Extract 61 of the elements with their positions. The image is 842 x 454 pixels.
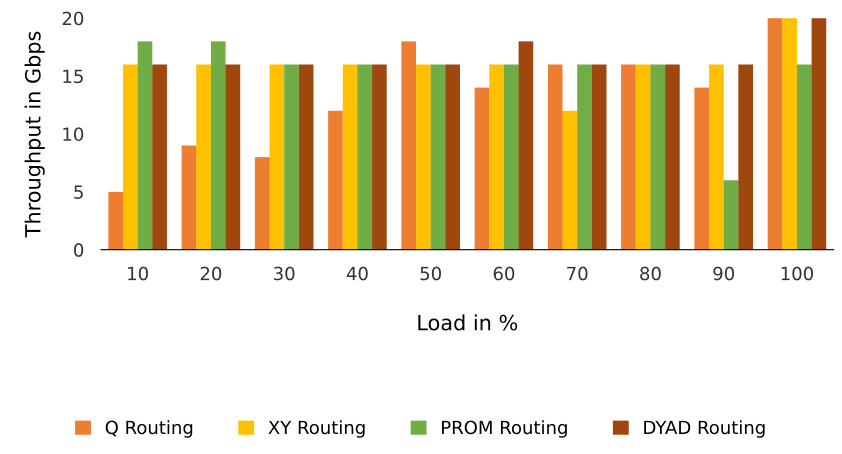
bar bbox=[270, 64, 284, 250]
bar bbox=[577, 64, 592, 250]
bar bbox=[738, 64, 753, 250]
bar bbox=[401, 41, 416, 250]
bar bbox=[210, 41, 226, 250]
bar bbox=[254, 157, 270, 250]
bar bbox=[474, 88, 490, 250]
bar bbox=[724, 180, 738, 250]
x-tick-label: 40 bbox=[346, 266, 368, 280]
x-tick-label: 30 bbox=[274, 266, 294, 280]
y-tick-label: 5 bbox=[74, 186, 83, 199]
bar bbox=[357, 64, 372, 250]
bar bbox=[328, 110, 343, 250]
bar bbox=[548, 64, 563, 250]
legend-label: Q Routing bbox=[106, 420, 192, 438]
x-axis-title: Load in % bbox=[418, 314, 518, 331]
bar bbox=[298, 64, 314, 250]
bar bbox=[445, 64, 460, 250]
bar bbox=[342, 64, 358, 250]
bar bbox=[812, 18, 826, 250]
y-axis-title: Throughput in Gbps bbox=[24, 32, 45, 238]
legend-label: PROM Routing bbox=[442, 420, 567, 438]
bar bbox=[650, 64, 666, 250]
x-tick-label: 80 bbox=[640, 266, 661, 280]
bar bbox=[226, 64, 240, 250]
bar bbox=[796, 64, 812, 250]
bar bbox=[768, 18, 782, 250]
bar bbox=[592, 64, 606, 250]
bar bbox=[372, 64, 387, 250]
bar bbox=[284, 64, 299, 250]
bar bbox=[504, 64, 519, 250]
y-tick-label: 15 bbox=[63, 70, 83, 84]
bar bbox=[152, 64, 167, 250]
bar bbox=[416, 64, 431, 250]
bar bbox=[430, 64, 446, 250]
legend-label: XY Routing bbox=[268, 420, 365, 438]
bar bbox=[709, 64, 724, 250]
bar bbox=[782, 18, 797, 250]
bar bbox=[694, 88, 710, 250]
y-tick-label: 20 bbox=[62, 12, 84, 26]
bar bbox=[138, 41, 152, 250]
bar bbox=[665, 64, 680, 250]
x-tick-label: 90 bbox=[713, 266, 734, 280]
y-tick-label: 10 bbox=[63, 127, 84, 142]
bar bbox=[621, 64, 636, 250]
x-tick-label: 70 bbox=[567, 266, 588, 280]
x-tick-label: 50 bbox=[420, 266, 441, 280]
bar bbox=[518, 41, 534, 250]
bar bbox=[108, 192, 124, 250]
bar bbox=[123, 64, 138, 250]
x-tick-label: 20 bbox=[200, 266, 222, 280]
x-tick-label: 60 bbox=[494, 266, 514, 280]
bar bbox=[562, 110, 578, 250]
bar bbox=[182, 146, 196, 250]
legend-label: DYAD Routing bbox=[644, 420, 765, 438]
bar bbox=[196, 64, 211, 250]
bar bbox=[489, 64, 504, 250]
y-tick-label: 0 bbox=[74, 243, 84, 257]
bar bbox=[636, 64, 650, 250]
x-tick-label: 100 bbox=[782, 266, 813, 280]
x-tick-label: 10 bbox=[128, 266, 148, 280]
